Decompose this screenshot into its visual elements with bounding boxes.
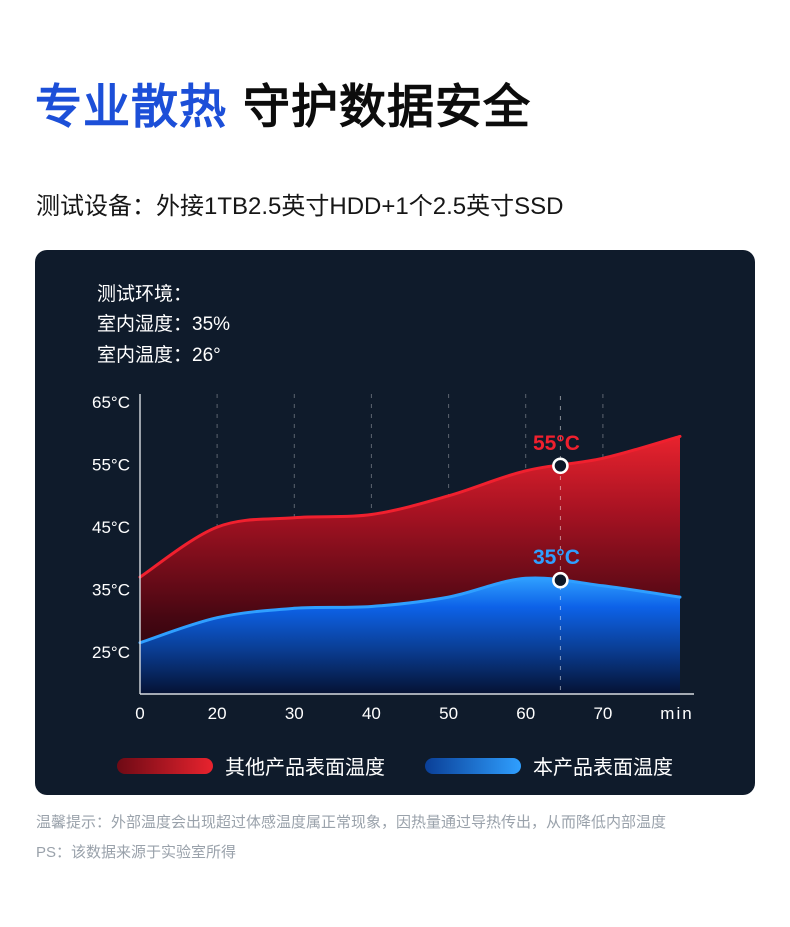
x-tick-label: 70 [593,704,612,723]
env-line-humidity: 室内湿度：35% [97,314,231,336]
legend-swatch-this-product [425,757,521,774]
series-area-1 [140,577,680,694]
series-line-1 [138,576,682,645]
page-title: 专业散热 守护数据安全 [35,68,531,137]
marker-point [552,571,569,589]
y-tick-label: 45°C [92,518,130,537]
title-rest: 守护数据安全 [243,80,531,133]
y-tick-label: 55°C [92,456,130,475]
y-tick-label: 65°C [92,393,130,412]
marker-value-label: 55°C [533,432,580,455]
env-line-temperature: 室内温度：26° [97,344,221,366]
legend-swatch-other-products [117,757,213,774]
y-tick-label: 25°C [92,643,130,662]
marker-value-label: 35°C [533,546,580,569]
test-device-line: 测试设备：外接1TB2.5英寸HDD+1个2.5英寸SSD [36,193,564,220]
x-tick-label: 20 [208,704,227,723]
marker-point [552,457,569,475]
temperature-area-chart: 65°C 55°C 45°C 35°C 25°C 0 20 30 40 50 60 70 min 55°C… [92,393,694,723]
x-tick-label: 40 [362,704,381,723]
ps-note: PS：该数据来源于实验室所得 [36,844,237,861]
chart-panel: 测试环境： 室内湿度：35% 室内温度：26° 65°C 55°C 45°C 35°C… [35,250,755,795]
x-tick-label: 50 [439,704,458,723]
legend-label-this-product: 本产品表面温度 [533,757,673,779]
series-line-0 [138,434,682,579]
x-tick-label: 60 [516,704,535,723]
test-environment-block: 测试环境： 室内湿度：35% 室内温度：26° [97,280,230,371]
y-tick-label: 35°C [92,581,130,600]
chart-legend: 其他产品表面温度 本产品表面温度 [35,751,755,780]
warm-tip-note: 温馨提示：外部温度会出现超过体感温度属正常现象，因热量通过导热传出，从而降低内部… [36,814,667,831]
legend-label-other-products: 其他产品表面温度 [225,757,385,779]
env-line-title: 测试环境： [97,284,193,305]
x-axis-unit-label: min [660,704,693,723]
x-tick-label: 30 [285,704,304,723]
x-tick-label: 0 [135,704,144,723]
title-highlight: 专业散热 [35,80,227,133]
